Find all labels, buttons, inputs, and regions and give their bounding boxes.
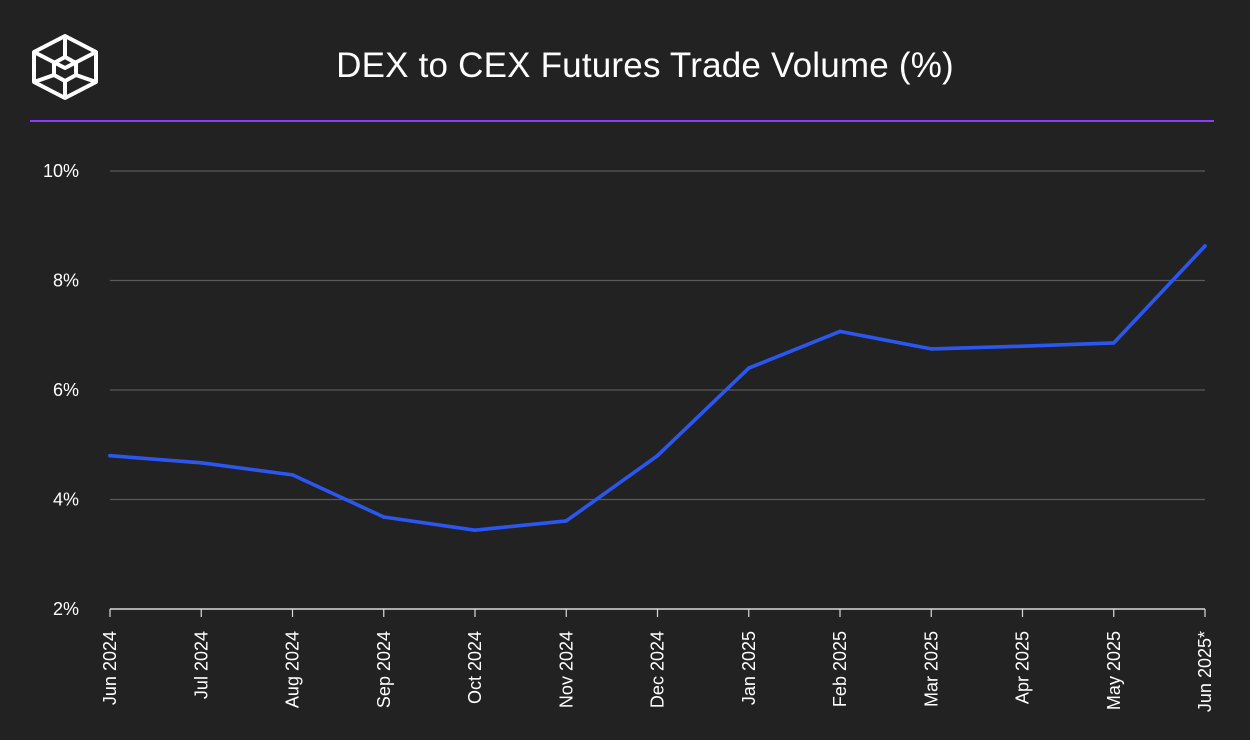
x-tick-label: Nov 2024 — [556, 631, 576, 708]
x-tick-label: Jan 2025 — [739, 631, 759, 705]
cube-logo-icon — [32, 34, 98, 100]
data-point — [1203, 244, 1207, 248]
data-point — [108, 453, 112, 458]
data-point — [1020, 344, 1025, 349]
data-point — [838, 329, 842, 334]
data-point — [290, 473, 295, 477]
x-tick-label: Feb 2025 — [830, 631, 850, 707]
series-line — [108, 244, 1207, 533]
data-point — [655, 453, 660, 458]
y-tick-label: 10% — [43, 161, 79, 181]
data-point — [564, 519, 569, 523]
grid-lines — [110, 170, 1205, 610]
x-tick-label: May 2025 — [1104, 631, 1124, 710]
y-tick-label: 4% — [53, 490, 79, 510]
x-tick-label: Aug 2024 — [283, 631, 303, 708]
data-point — [473, 528, 477, 532]
chart-title: DEX to CEX Futures Trade Volume (%) — [336, 46, 954, 85]
y-tick-label: 2% — [53, 599, 79, 619]
x-axis-ticks: Jun 2024 Jul 2024 Aug 2024 Sep 2024 Oct 2024… — [100, 609, 1215, 712]
data-point — [199, 461, 204, 465]
data-point — [746, 366, 751, 370]
data-point — [381, 515, 386, 519]
data-point — [1111, 341, 1116, 345]
series-layer — [108, 244, 1207, 533]
x-tick-label: Dec 2024 — [648, 631, 668, 708]
x-tick-label: Jul 2024 — [191, 631, 211, 699]
data-point — [929, 347, 934, 351]
x-tick-label: Mar 2025 — [921, 631, 941, 707]
x-tick-label: Jun 2024 — [100, 631, 120, 705]
y-tick-label: 6% — [53, 380, 79, 400]
x-tick-label: Sep 2024 — [374, 631, 394, 708]
x-tick-label: Apr 2025 — [1013, 631, 1033, 704]
title-divider — [30, 120, 1214, 122]
y-axis-ticks: 2% 4% 6% 8% 10% — [43, 161, 79, 619]
x-tick-label: Oct 2024 — [465, 631, 485, 704]
x-tick-label: Jun 2025* — [1195, 631, 1215, 712]
y-tick-label: 8% — [53, 271, 79, 291]
